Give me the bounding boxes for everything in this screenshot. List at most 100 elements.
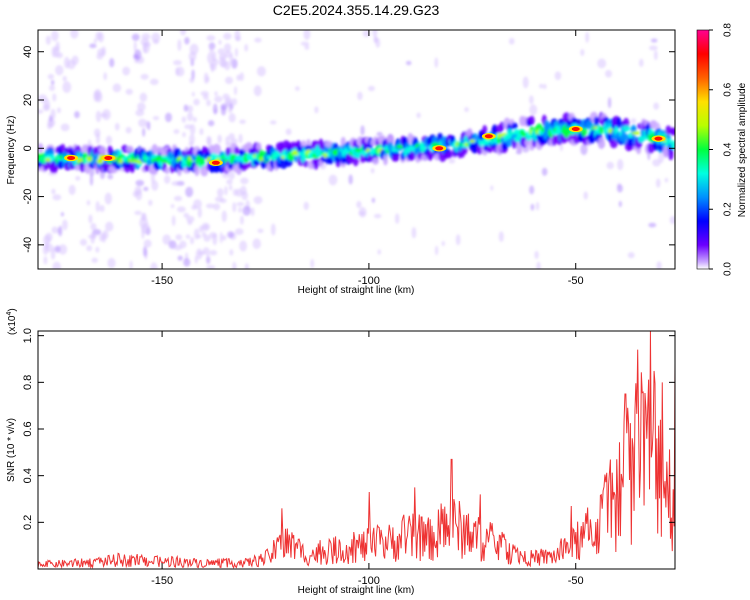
heatmap-speckle bbox=[181, 116, 187, 123]
heatmap-speckle bbox=[38, 109, 44, 114]
heatmap-speckle bbox=[231, 98, 238, 106]
heatmap-speckle bbox=[137, 102, 146, 112]
heatmap-speckle bbox=[411, 227, 417, 239]
exponent-base: (x10 bbox=[7, 315, 18, 335]
heatmap-speckle bbox=[377, 249, 382, 255]
heatmap-speckle bbox=[164, 112, 172, 123]
heatmap-speckle bbox=[228, 171, 235, 180]
heatmap-cell bbox=[98, 145, 107, 155]
heatmap-core-cell bbox=[160, 155, 169, 160]
snr-ylabel: SNR (10 * v/v) bbox=[6, 418, 17, 482]
heatmap-speckle bbox=[184, 37, 190, 45]
heatmap-speckle bbox=[607, 97, 612, 109]
heatmap-cell bbox=[585, 119, 593, 130]
heatmap-speckle bbox=[580, 143, 588, 156]
heatmap-speckle bbox=[257, 228, 264, 233]
heatmap-cell bbox=[234, 146, 239, 155]
heatmap-speckle bbox=[370, 167, 375, 174]
heatmap-cell bbox=[593, 116, 600, 126]
y-tick-label: -40 bbox=[22, 237, 34, 253]
heatmap-speckle bbox=[219, 198, 227, 204]
heatmap-core-cell bbox=[266, 155, 272, 159]
heatmap-cell bbox=[622, 125, 631, 132]
heatmap-speckle bbox=[234, 47, 239, 58]
heatmap-cell bbox=[482, 124, 488, 135]
heatmap-speckle bbox=[658, 152, 665, 164]
exponent-close: ) bbox=[7, 308, 18, 311]
heatmap-speckle bbox=[70, 30, 79, 39]
heatmap-speckle bbox=[135, 189, 143, 201]
heatmap-speckle bbox=[650, 38, 658, 43]
heatmap-speckle bbox=[95, 246, 100, 253]
heatmap-speckle bbox=[112, 83, 122, 93]
heatmap-speckle bbox=[228, 113, 236, 123]
heatmap-speckle bbox=[175, 66, 185, 77]
x-tick-label: -50 bbox=[568, 575, 584, 587]
y-tick-label: 20 bbox=[22, 94, 34, 106]
heatmap-speckle bbox=[206, 35, 216, 41]
heatmap-speckle bbox=[201, 231, 207, 238]
heatmap-speckle bbox=[99, 204, 105, 213]
heatmap-speckle bbox=[185, 234, 191, 239]
heatmap-speckle bbox=[79, 238, 88, 246]
heatmap-speckle bbox=[152, 39, 160, 45]
heatmap-speckle bbox=[416, 112, 421, 119]
heatmap-speckle bbox=[188, 141, 194, 147]
heatmap-speckle bbox=[194, 255, 198, 264]
y-tick-label: 0.8 bbox=[22, 375, 34, 390]
heatmap-cell bbox=[354, 151, 362, 159]
heatmap-speckle bbox=[193, 98, 200, 106]
heatmap-speckle bbox=[173, 60, 182, 66]
y-tick-label: 1.0 bbox=[22, 328, 34, 343]
svg-text:(x104): (x104) bbox=[6, 308, 18, 335]
heatmap-speckle bbox=[88, 214, 93, 224]
heatmap-speckle bbox=[434, 245, 439, 256]
heatmap-speckle bbox=[55, 245, 61, 253]
heatmap-speckle bbox=[133, 41, 137, 52]
heatmap-speckle bbox=[653, 50, 658, 61]
heatmap-speckle bbox=[201, 222, 211, 232]
heatmap-speckle bbox=[529, 104, 538, 116]
heatmap-speckle bbox=[56, 107, 61, 114]
heatmap-speckle bbox=[170, 204, 175, 209]
heatmap-speckle bbox=[45, 35, 51, 45]
heatmap-speckle bbox=[192, 116, 197, 123]
heatmap-speckle bbox=[60, 212, 64, 217]
heatmap-cell bbox=[446, 151, 454, 158]
heatmap-speckle bbox=[134, 210, 142, 215]
heatmap-speckle bbox=[140, 73, 149, 80]
heatmap-speckle bbox=[227, 231, 234, 239]
heatmap-speckle bbox=[270, 223, 276, 236]
y-tick-label: 0.4 bbox=[22, 468, 34, 483]
heatmap-speckle bbox=[310, 258, 315, 269]
hotspot-peak bbox=[654, 136, 663, 141]
heatmap-speckle bbox=[214, 91, 218, 97]
heatmap-speckle bbox=[490, 185, 494, 191]
heatmap-speckle bbox=[129, 260, 133, 269]
heatmap-speckle bbox=[554, 71, 562, 81]
heatmap-cell bbox=[243, 162, 250, 170]
heatmap-speckle bbox=[62, 219, 68, 231]
heatmap-speckle bbox=[239, 72, 245, 82]
heatmap-speckle bbox=[529, 95, 534, 105]
heatmap-speckle bbox=[138, 118, 147, 128]
heatmap-speckle bbox=[109, 57, 115, 68]
snr-xlabel: Height of straight line (km) bbox=[298, 585, 415, 596]
heatmap-speckle bbox=[96, 132, 101, 145]
heatmap-speckle bbox=[199, 128, 204, 136]
heatmap-speckle bbox=[239, 119, 246, 125]
heatmap-speckle bbox=[229, 249, 234, 256]
heatmap-speckle bbox=[269, 120, 277, 125]
heatmap-speckle bbox=[191, 91, 195, 97]
heatmap-speckle bbox=[206, 203, 215, 209]
colorbar-tick-label: 0.4 bbox=[723, 142, 734, 156]
heatmap-speckle bbox=[358, 211, 366, 216]
heatmap-speckle bbox=[223, 32, 232, 40]
heatmap-core-cell bbox=[469, 139, 475, 143]
heatmap-speckle bbox=[209, 250, 218, 256]
hotspot-peak bbox=[435, 146, 444, 151]
heatmap-speckle bbox=[542, 83, 547, 90]
heatmap-speckle bbox=[216, 187, 224, 198]
colorbar-tick-label: 0.8 bbox=[723, 23, 734, 37]
heatmap-speckle bbox=[122, 66, 131, 76]
